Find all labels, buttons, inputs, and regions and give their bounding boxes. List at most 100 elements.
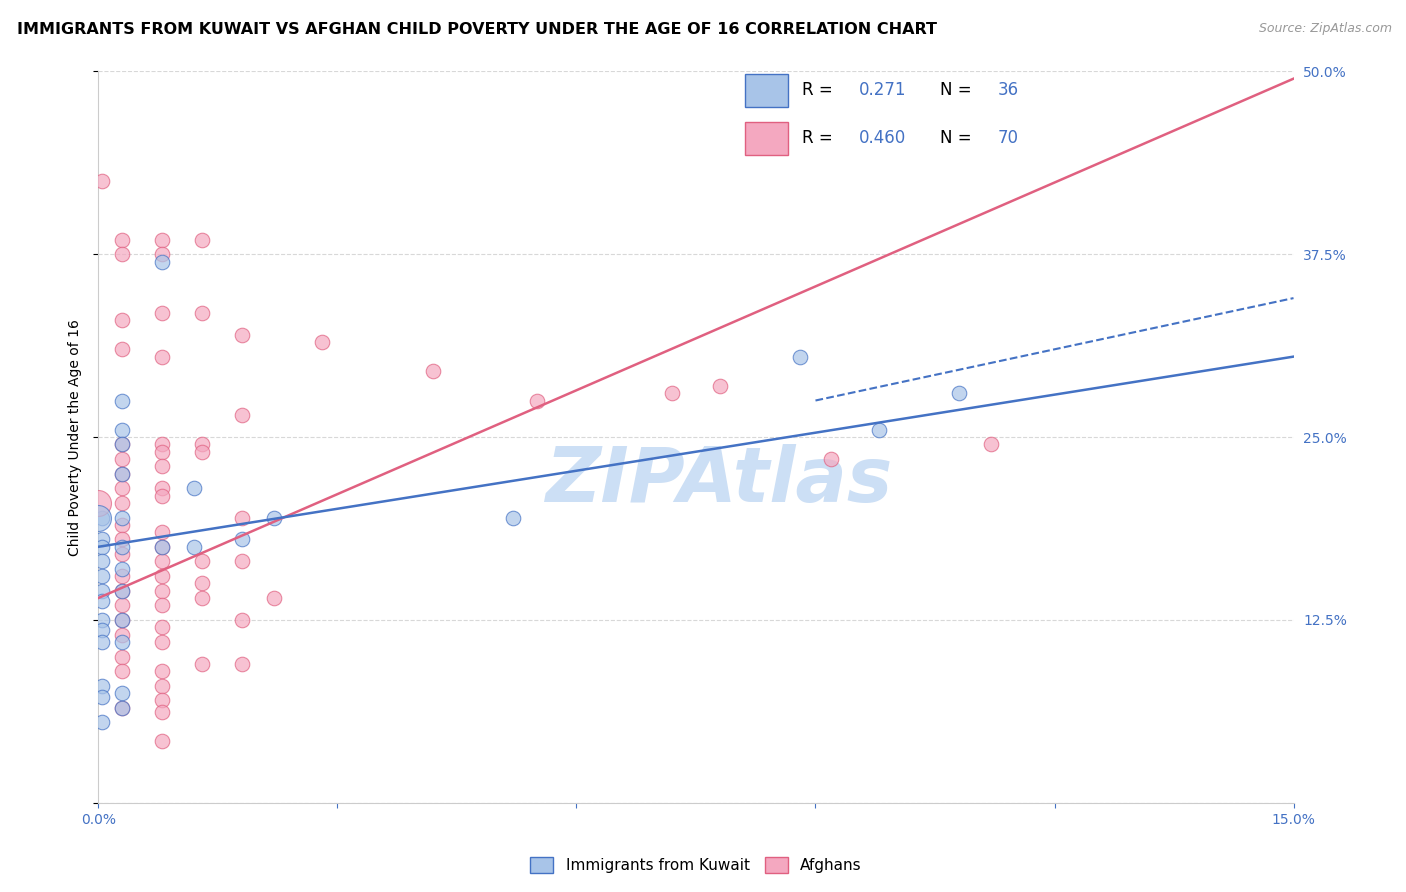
Point <box>183 481 205 495</box>
Point <box>91 613 114 627</box>
Point <box>263 591 285 605</box>
Point <box>150 306 173 320</box>
Point <box>231 408 253 422</box>
Point <box>150 437 173 451</box>
Point <box>111 467 134 481</box>
Text: N =: N = <box>941 81 977 99</box>
Point <box>111 247 134 261</box>
Point <box>150 554 173 568</box>
Point <box>868 423 890 437</box>
Point <box>150 254 173 268</box>
Point <box>111 313 134 327</box>
Legend: Immigrants from Kuwait, Afghans: Immigrants from Kuwait, Afghans <box>524 851 868 880</box>
Point <box>789 350 811 364</box>
Point <box>111 583 134 598</box>
Point <box>91 533 114 547</box>
Point <box>111 583 134 598</box>
Point <box>111 613 134 627</box>
Point <box>150 525 173 540</box>
Point <box>111 613 134 627</box>
Point <box>150 233 173 247</box>
Point <box>820 452 842 467</box>
Point <box>150 664 173 678</box>
Point <box>231 327 253 342</box>
Point <box>87 496 110 510</box>
Point <box>231 613 253 627</box>
Text: ZIPAtlas: ZIPAtlas <box>546 444 894 518</box>
Point <box>150 583 173 598</box>
Point <box>150 481 173 495</box>
Point <box>150 540 173 554</box>
Point <box>948 386 970 401</box>
Point <box>150 459 173 474</box>
Point <box>111 686 134 700</box>
Point <box>709 379 731 393</box>
Point <box>150 540 173 554</box>
Point <box>91 510 114 524</box>
Point <box>111 700 134 714</box>
Point <box>150 569 173 583</box>
Point <box>191 444 214 458</box>
Point <box>191 554 214 568</box>
Point <box>111 437 134 451</box>
Point <box>191 233 214 247</box>
Point <box>111 569 134 583</box>
Point <box>150 247 173 261</box>
Text: 0.271: 0.271 <box>859 81 907 99</box>
Point <box>111 510 134 524</box>
Point <box>150 705 173 719</box>
Point <box>111 393 134 408</box>
Point <box>91 583 114 598</box>
Point <box>150 635 173 649</box>
Point <box>150 679 173 693</box>
Point <box>150 350 173 364</box>
Point <box>91 594 114 608</box>
Point <box>191 576 214 591</box>
Point <box>111 343 134 357</box>
Point <box>111 547 134 561</box>
Point <box>91 554 114 568</box>
Point <box>150 620 173 634</box>
Point <box>111 496 134 510</box>
Point <box>91 715 114 730</box>
Point <box>91 635 114 649</box>
FancyBboxPatch shape <box>745 122 789 155</box>
Point <box>150 489 173 503</box>
Point <box>111 467 134 481</box>
Point <box>111 635 134 649</box>
Point <box>422 364 444 378</box>
Point <box>111 517 134 532</box>
Point <box>111 481 134 495</box>
Point <box>183 540 205 554</box>
Point <box>191 591 214 605</box>
Point <box>111 540 134 554</box>
Point <box>111 599 134 613</box>
Point <box>111 233 134 247</box>
Point <box>111 649 134 664</box>
Point <box>150 734 173 748</box>
Point <box>91 174 114 188</box>
Point <box>191 657 214 671</box>
Point <box>191 306 214 320</box>
Text: N =: N = <box>941 129 977 147</box>
Point <box>661 386 683 401</box>
Text: 36: 36 <box>998 81 1019 99</box>
Point <box>111 423 134 437</box>
Point <box>91 540 114 554</box>
Point <box>111 452 134 467</box>
Point <box>263 510 285 524</box>
Point <box>87 510 110 524</box>
Text: R =: R = <box>801 81 838 99</box>
Point <box>150 693 173 707</box>
Text: IMMIGRANTS FROM KUWAIT VS AFGHAN CHILD POVERTY UNDER THE AGE OF 16 CORRELATION C: IMMIGRANTS FROM KUWAIT VS AFGHAN CHILD P… <box>17 22 936 37</box>
Point <box>191 437 214 451</box>
Point <box>91 690 114 705</box>
Point <box>231 657 253 671</box>
Point <box>111 627 134 641</box>
Point <box>502 510 524 524</box>
Point <box>111 437 134 451</box>
Point <box>91 623 114 637</box>
Point <box>111 533 134 547</box>
Point <box>311 334 333 349</box>
Point <box>526 393 548 408</box>
